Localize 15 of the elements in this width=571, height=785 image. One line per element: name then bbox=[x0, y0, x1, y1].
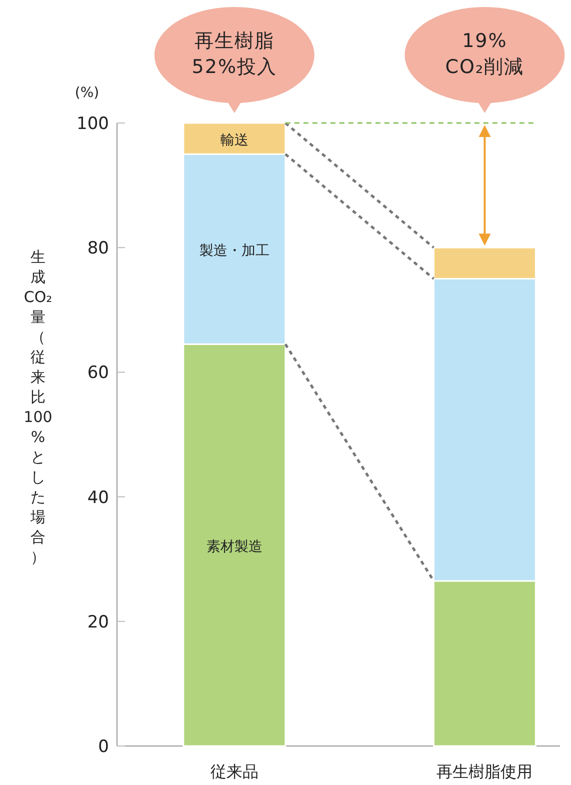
series-label: 製造・加工 bbox=[199, 243, 270, 260]
y-tick-label: 60 bbox=[87, 363, 109, 384]
annotation: 19% CO₂削減 bbox=[445, 30, 524, 78]
y-tick-label: 20 bbox=[87, 612, 109, 632]
y-tick-label: 40 bbox=[87, 488, 109, 508]
text: (%) bbox=[74, 85, 100, 101]
y-tick-label: 0 bbox=[98, 737, 109, 757]
text: 生成CO₂量（従来比100%とした場合） bbox=[24, 248, 52, 566]
series-label: 素材製造 bbox=[206, 539, 262, 556]
y-tick-label: 100 bbox=[76, 114, 109, 134]
y-tick-label: 80 bbox=[87, 238, 109, 259]
annotation: 再生樹脂 52%投入 bbox=[192, 30, 278, 78]
series-label: 輸送 bbox=[220, 132, 248, 149]
x-tick-label: 従来品 bbox=[210, 762, 258, 781]
x-tick-label: 再生樹脂使用 bbox=[436, 762, 533, 781]
